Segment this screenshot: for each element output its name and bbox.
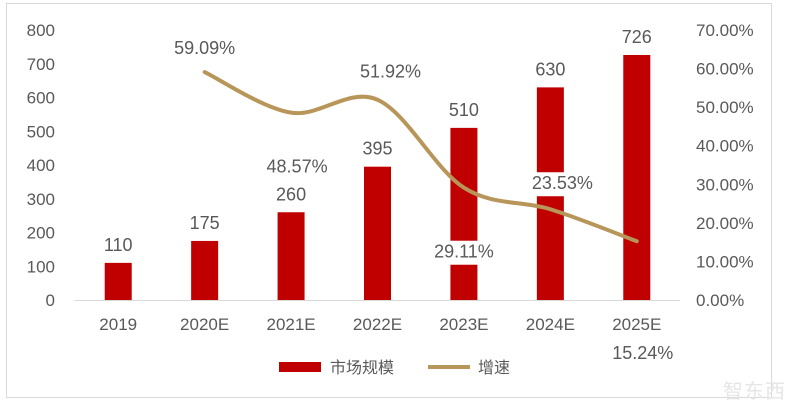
bar-data-label: 395 — [362, 139, 392, 159]
left-axis-tick: 400 — [27, 156, 55, 175]
left-axis-tick: 800 — [27, 21, 55, 40]
left-axis-tick: 700 — [27, 55, 55, 74]
bar-market-size — [277, 212, 305, 300]
x-axis-tick: 2021E — [266, 315, 315, 334]
line-data-label: 29.11% — [434, 242, 494, 262]
right-axis-tick: 60.00% — [696, 60, 754, 79]
bar-data-label: 175 — [190, 213, 220, 233]
bar-market-size — [450, 127, 478, 300]
growth-label-background — [522, 172, 603, 197]
line-data-label: 51.92% — [360, 62, 421, 82]
left-axis-tick: 600 — [27, 89, 55, 108]
bar-market-size — [623, 54, 651, 300]
left-axis-tick: 500 — [27, 122, 55, 141]
right-axis-tick: 40.00% — [696, 137, 754, 156]
line-data-label: 23.53% — [532, 173, 593, 193]
bar-market-size — [364, 166, 391, 300]
legend-label-growth: 增速 — [478, 359, 510, 377]
bar-data-label: 110 — [104, 235, 133, 255]
left-axis-tick: 200 — [27, 224, 55, 243]
left-axis-tick: 300 — [27, 190, 55, 209]
x-axis-tick: 2025E — [612, 315, 661, 334]
watermark-logo: 智东西 — [723, 379, 786, 403]
line-growth-rate — [202, 70, 639, 244]
bar-market-size — [104, 262, 132, 300]
left-axis-tick: 0 — [46, 291, 55, 310]
x-axis-tick: 2019 — [99, 315, 137, 334]
bar-data-label: 510 — [449, 100, 479, 120]
x-axis-tick: 2023E — [439, 315, 488, 334]
left-axis-tick: 100 — [27, 257, 55, 276]
line-data-label: 48.57% — [267, 157, 328, 177]
bar-data-label: 630 — [535, 59, 565, 79]
right-axis-tick: 20.00% — [696, 214, 754, 233]
growth-label-background — [602, 342, 683, 367]
right-axis-tick: 50.00% — [696, 98, 754, 117]
right-axis-tick: 30.00% — [696, 175, 754, 194]
bar-data-label: 260 — [276, 184, 306, 204]
legend-label-market-size: 市场规模 — [330, 359, 394, 377]
x-axis-tick: 2024E — [526, 315, 575, 334]
growth-label-background — [257, 155, 338, 180]
right-axis-tick: 10.00% — [696, 252, 754, 271]
line-data-label: 59.09% — [174, 38, 235, 58]
right-axis-tick: 0.00% — [696, 291, 744, 310]
right-axis-tick: 70.00% — [696, 21, 754, 40]
line-data-label: 15.24% — [612, 343, 673, 363]
growth-label-background — [423, 240, 504, 265]
x-axis-tick: 2020E — [180, 315, 229, 334]
bar-data-label: 726 — [622, 27, 652, 47]
bar-market-size — [191, 240, 219, 300]
growth-label-background — [350, 60, 431, 85]
growth-label-background — [164, 37, 245, 62]
chart-frame — [6, 3, 772, 398]
x-axis-tick: 2022E — [353, 315, 402, 334]
legend-swatch-market-size — [279, 362, 321, 372]
